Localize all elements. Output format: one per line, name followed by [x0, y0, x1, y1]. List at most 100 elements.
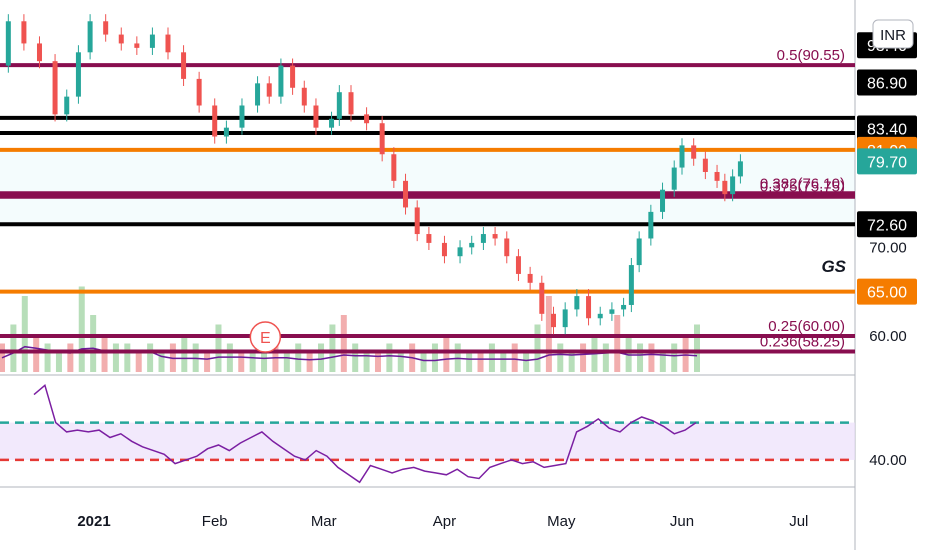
candle-body [414, 207, 420, 235]
candle-body [671, 167, 677, 190]
volume-bar [671, 343, 678, 372]
candle-body [737, 161, 743, 177]
volume-bar [397, 353, 404, 372]
candle-body [609, 309, 615, 314]
candle-body [196, 78, 202, 106]
time-tick-label: Mar [311, 513, 337, 530]
candle-body [480, 234, 486, 243]
price-tag-label: 72.60 [867, 217, 907, 234]
time-tick-label: Apr [433, 513, 456, 530]
volume-bar [90, 315, 97, 372]
zone-shade [0, 149, 855, 225]
candle-body [165, 34, 171, 53]
volume-bar [147, 343, 154, 372]
oscillator-line [33, 383, 697, 484]
candle-body [5, 21, 11, 66]
volume-bar [363, 353, 370, 372]
candle-body [527, 273, 533, 283]
candle-body [134, 43, 140, 48]
volume-bar [557, 343, 564, 372]
candle-body [21, 21, 27, 44]
volume-bar [694, 324, 700, 372]
volume-bar [67, 343, 74, 372]
candle-body [403, 180, 409, 208]
volume-bar [637, 343, 644, 372]
candle-body [457, 247, 463, 257]
price-tag-label: 86.90 [867, 75, 907, 92]
oscillator-tick-label: 40.00 [869, 452, 907, 469]
earnings-label: E [260, 330, 271, 347]
candle-body [149, 34, 155, 48]
volume-bar [420, 353, 427, 372]
price-tick-label: 70.00 [869, 239, 907, 256]
candle-body [278, 65, 284, 97]
volume-bar [431, 343, 438, 372]
volume-bar [306, 353, 313, 372]
volume-bar [386, 343, 393, 372]
candle-body [550, 313, 556, 328]
candle-body [504, 238, 510, 257]
candle-body [562, 309, 568, 328]
candle-body [426, 234, 432, 243]
volume-bar [602, 343, 609, 372]
price-tick-label: 60.00 [869, 328, 907, 345]
time-tick-label: May [547, 513, 576, 530]
volume-bar [318, 343, 325, 372]
volume-bar [135, 353, 142, 372]
volume-bar [352, 343, 359, 372]
candle-body [574, 296, 580, 310]
candle-body [313, 105, 319, 128]
volume-bar [249, 353, 256, 372]
candle-body [722, 180, 728, 195]
volume-bar [329, 324, 336, 372]
candle-body [75, 52, 81, 97]
volume-bar [466, 353, 473, 372]
time-tick-label: Jul [789, 513, 808, 530]
candle-body [223, 127, 229, 137]
volume-bar [374, 353, 381, 372]
candle-body [103, 21, 109, 35]
candle-body [597, 313, 603, 319]
price-tag-label: 65.00 [867, 285, 907, 302]
candle-body [621, 304, 627, 310]
candle-body [391, 154, 397, 181]
volume-bar [500, 353, 507, 372]
volume-bar [580, 343, 587, 372]
candle-body [586, 296, 592, 319]
candle-body [379, 123, 385, 155]
candle-body [515, 256, 521, 274]
candle-body [691, 145, 697, 159]
fib-label: 0.382(76.10) [760, 175, 845, 192]
volume-bar [44, 343, 51, 372]
candle-body [329, 118, 335, 128]
candle-body [660, 189, 666, 212]
symbol-tag: GS [821, 257, 846, 276]
price-tag-label: 83.40 [867, 122, 907, 139]
volume-bar [659, 353, 666, 372]
candle-body [336, 92, 342, 119]
volume-bar [568, 353, 575, 372]
candle-body [636, 238, 642, 266]
price-tag [857, 148, 917, 175]
time-tick-label: 2021 [77, 513, 110, 530]
candle-body [181, 52, 187, 79]
volume-bar [614, 315, 621, 372]
candle-body [212, 105, 218, 137]
candle-body [118, 34, 124, 44]
volume-bar [238, 353, 245, 372]
fib-label: 0.25(60.00) [768, 318, 845, 335]
candle-body [628, 265, 634, 305]
candle-body [702, 158, 708, 172]
volume-bar [534, 324, 541, 372]
candle-body [714, 171, 720, 181]
candle-body [348, 92, 354, 115]
candle-body [648, 211, 654, 239]
currency-badge-label: INR [880, 27, 906, 44]
currency-badge [872, 19, 914, 49]
candle-body [64, 96, 70, 115]
time-tick-label: Jun [670, 513, 694, 530]
candle-body [730, 176, 736, 195]
